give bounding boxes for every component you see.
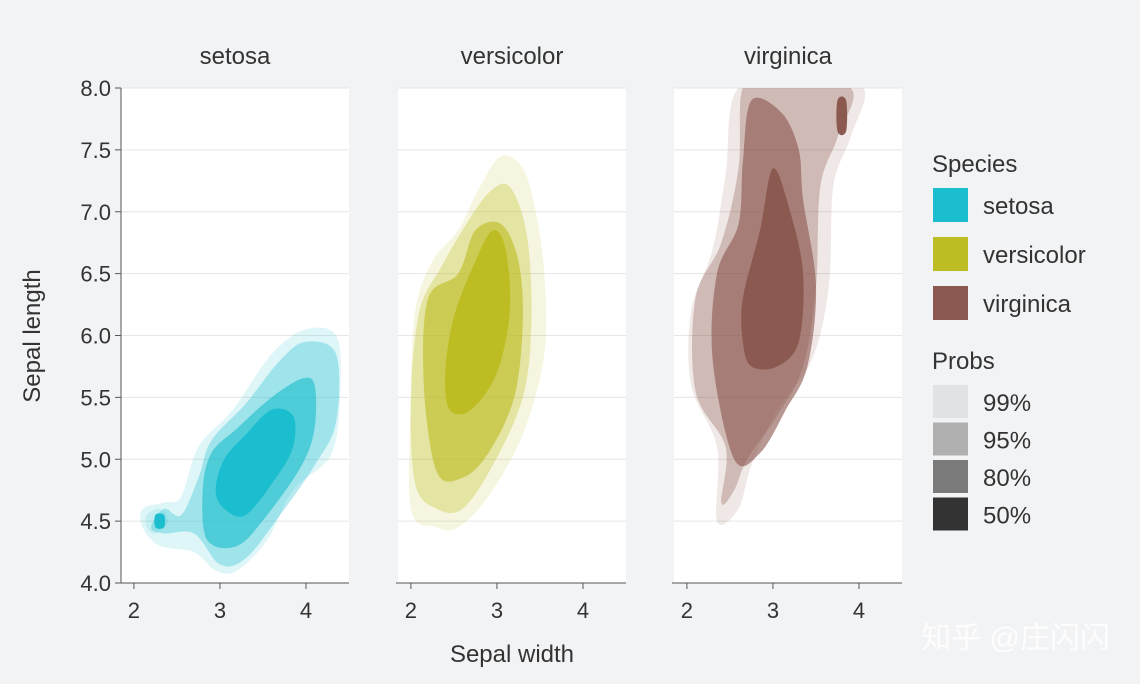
y-tick-label: 8.0 <box>80 76 111 101</box>
y-tick-label: 7.5 <box>80 138 111 163</box>
x-tick-label: 3 <box>491 598 503 623</box>
y-tick-label: 4.0 <box>80 571 111 596</box>
legend-label-prob: 95% <box>983 428 1031 455</box>
x-tick-label: 2 <box>128 598 140 623</box>
density-contours <box>408 155 547 531</box>
facet-title: setosa <box>200 43 271 70</box>
y-tick-label: 6.0 <box>80 324 111 349</box>
legend-label-versicolor: versicolor <box>983 242 1086 269</box>
x-tick-label: 3 <box>767 598 779 623</box>
legend-label-prob: 99% <box>983 390 1031 417</box>
legend-species-title: Species <box>932 151 1017 178</box>
density-contours <box>688 88 866 525</box>
y-axis-title: Sepal length <box>19 269 46 402</box>
x-tick-label: 2 <box>405 598 417 623</box>
x-tick-label: 4 <box>853 598 865 623</box>
contour-50pct <box>154 513 166 529</box>
legend-swatch-versicolor <box>933 237 968 271</box>
facet-virginica: 2 3 4 virginica <box>672 43 902 623</box>
legend-label-virginica: virginica <box>983 291 1072 318</box>
facet-setosa: 2 3 4 setosa <box>119 43 349 623</box>
y-tick-label: 5.5 <box>80 385 111 410</box>
watermark: 知乎 @庄闪闪 <box>921 622 1110 655</box>
facets: 2 3 4 setosa 2 3 4 versicolor 2 3 4 virginica <box>119 43 902 623</box>
y-axis: 4.0 4.5 5.0 5.5 6.0 6.5 7.0 7.5 8.0 <box>80 76 122 596</box>
y-tick-label: 5.0 <box>80 447 111 472</box>
contour-50pct <box>836 96 848 136</box>
x-tick-label: 4 <box>300 598 312 623</box>
x-tick-label: 4 <box>577 598 589 623</box>
legend-swatch-prob <box>933 385 968 418</box>
legend-label-setosa: setosa <box>983 193 1054 220</box>
density-contours <box>140 327 341 574</box>
legend: Species setosa versicolor virginica Probs 99%… <box>932 151 1086 531</box>
facet-versicolor: 2 3 4 versicolor <box>396 43 626 623</box>
legend-label-prob: 80% <box>983 465 1031 492</box>
legend-swatch-prob <box>933 497 968 531</box>
contour-50pct <box>215 408 296 517</box>
y-tick-label: 7.0 <box>80 200 111 225</box>
contour-50pct <box>741 168 804 370</box>
legend-swatch-setosa <box>933 188 968 222</box>
x-axis-title: Sepal width <box>450 641 574 668</box>
y-tick-label: 6.5 <box>80 262 111 287</box>
x-tick-label: 2 <box>681 598 693 623</box>
legend-swatch-prob <box>933 422 968 456</box>
legend-probs-title: Probs <box>932 348 995 375</box>
legend-swatch-virginica <box>933 286 968 320</box>
y-tick-label: 4.5 <box>80 509 111 534</box>
contour-50pct <box>445 229 511 415</box>
legend-label-prob: 50% <box>983 503 1031 530</box>
x-tick-label: 3 <box>214 598 226 623</box>
facet-title: virginica <box>744 43 833 70</box>
legend-swatch-prob <box>933 460 968 493</box>
facet-title: versicolor <box>461 43 564 70</box>
